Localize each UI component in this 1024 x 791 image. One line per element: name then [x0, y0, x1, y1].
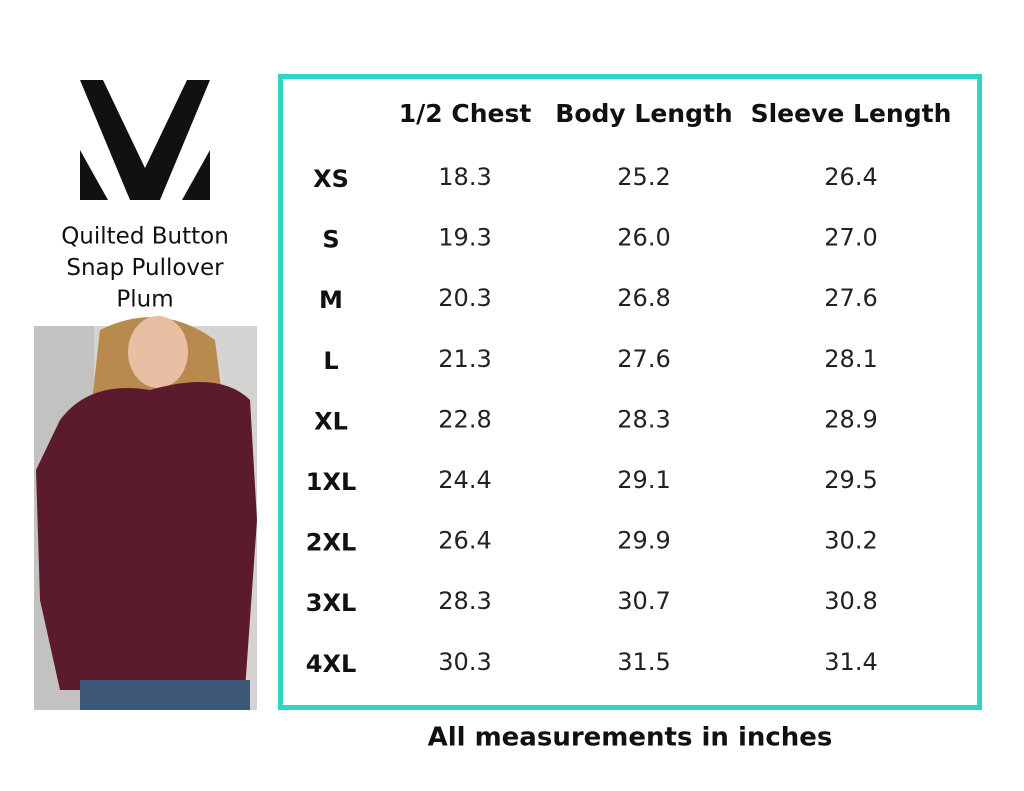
table-frame: [278, 74, 982, 710]
measurement: 27.0: [824, 224, 877, 252]
measurement: 26.0: [617, 224, 670, 252]
measurement: 31.4: [824, 648, 877, 676]
measurement: 26.8: [617, 284, 670, 312]
size-label: XL: [314, 407, 348, 435]
measurement: 21.3: [438, 345, 491, 373]
measurement: 30.8: [824, 587, 877, 615]
measurement: 28.1: [824, 345, 877, 373]
measurement: 27.6: [617, 345, 670, 373]
product-name: Plum: [116, 287, 173, 313]
measurement: 29.1: [617, 466, 670, 494]
measurement: 26.4: [824, 163, 877, 191]
measurement: 26.4: [438, 527, 491, 555]
measurement: 30.3: [438, 648, 491, 676]
measurement: 24.4: [438, 466, 491, 494]
measurement: 19.3: [438, 224, 491, 252]
size-label: L: [323, 347, 338, 375]
size-label: 1XL: [306, 468, 357, 496]
measurement: 18.3: [438, 163, 491, 191]
size-label: S: [322, 226, 339, 254]
measurement: 31.5: [617, 648, 670, 676]
measurement: 29.5: [824, 466, 877, 494]
measurement: 28.9: [824, 405, 877, 433]
logo: [80, 80, 210, 200]
footer-note: All measurements in inches: [428, 723, 833, 753]
measurement: 29.9: [617, 527, 670, 555]
measurement: 22.8: [438, 405, 491, 433]
measurement: 30.2: [824, 527, 877, 555]
size-label: 2XL: [306, 529, 357, 557]
product-name: Snap Pullover: [66, 255, 224, 281]
product-photo: [34, 316, 257, 710]
size-label: M: [319, 286, 343, 314]
column-header: Body Length: [555, 99, 732, 128]
measurement: 30.7: [617, 587, 670, 615]
measurement: 27.6: [824, 284, 877, 312]
measurement: 28.3: [438, 587, 491, 615]
size-label: XS: [313, 165, 349, 193]
measurement: 20.3: [438, 284, 491, 312]
measurement: 25.2: [617, 163, 670, 191]
size-label: 4XL: [306, 650, 357, 678]
measurement: 28.3: [617, 405, 670, 433]
column-header: Sleeve Length: [751, 99, 952, 128]
product-name: Quilted Button: [61, 224, 229, 250]
size-label: 3XL: [306, 589, 357, 617]
column-header: 1/2 Chest: [399, 99, 532, 128]
